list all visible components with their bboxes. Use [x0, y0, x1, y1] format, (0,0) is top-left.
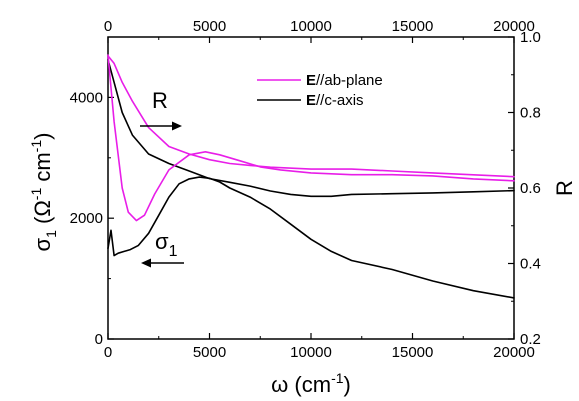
x-top-tick-label: 5000 [193, 18, 226, 35]
reflectivity-annotation: R [152, 88, 168, 113]
conductivity-annotation: σ1 [155, 229, 178, 260]
y-right-tick-label: 1.0 [520, 29, 541, 46]
left-axis-title: σ1 (Ω-1 cm-1) [28, 133, 59, 252]
y-left-tick-label: 4000 [70, 89, 103, 106]
x-tick-label: 20000 [493, 344, 535, 361]
x-tick-label: 0 [104, 344, 112, 361]
x-top-tick-label: 15000 [392, 18, 434, 35]
data-series [107, 54, 515, 299]
y-right-tick-label: 0.6 [520, 180, 541, 197]
legend-label-c-axis: E//c-axis [306, 92, 364, 109]
reflectivity-line-c-axis [107, 58, 515, 198]
reflectivity-line-ab-plane [107, 55, 515, 178]
legend-label-ab-plane: E//ab-plane [306, 72, 383, 89]
left-arrow-icon [141, 258, 184, 268]
y-left-tick-label: 2000 [70, 210, 103, 227]
right-axis-title: R [552, 180, 577, 196]
x-axis-title: ω (cm-1) [271, 370, 351, 397]
conductivity-line-ab-plane [107, 54, 515, 222]
x-tick-label: 5000 [193, 344, 226, 361]
x-tick-label: 15000 [392, 344, 434, 361]
sigma-subscript: 1 [169, 243, 178, 260]
legend: E//ab-plane E//c-axis [257, 72, 383, 109]
x-tick-label: 10000 [290, 344, 332, 361]
svg-text:σ1 (Ω-1 cm-1): σ1 (Ω-1 cm-1) [28, 133, 59, 252]
y-left-tick-label: 0 [95, 331, 103, 348]
x-top-tick-label: 10000 [290, 18, 332, 35]
x-top-tick-label: 0 [104, 18, 112, 35]
conductivity-line-c-axis [107, 176, 515, 299]
y-right-tick-label: 0.4 [520, 256, 541, 273]
y-right-tick-label: 0.2 [520, 331, 541, 348]
right-arrow-icon [140, 121, 182, 131]
sigma-symbol: σ [155, 229, 169, 254]
y-right-tick-label: 0.8 [520, 105, 541, 122]
x-top-tick-label: 20000 [493, 18, 535, 35]
